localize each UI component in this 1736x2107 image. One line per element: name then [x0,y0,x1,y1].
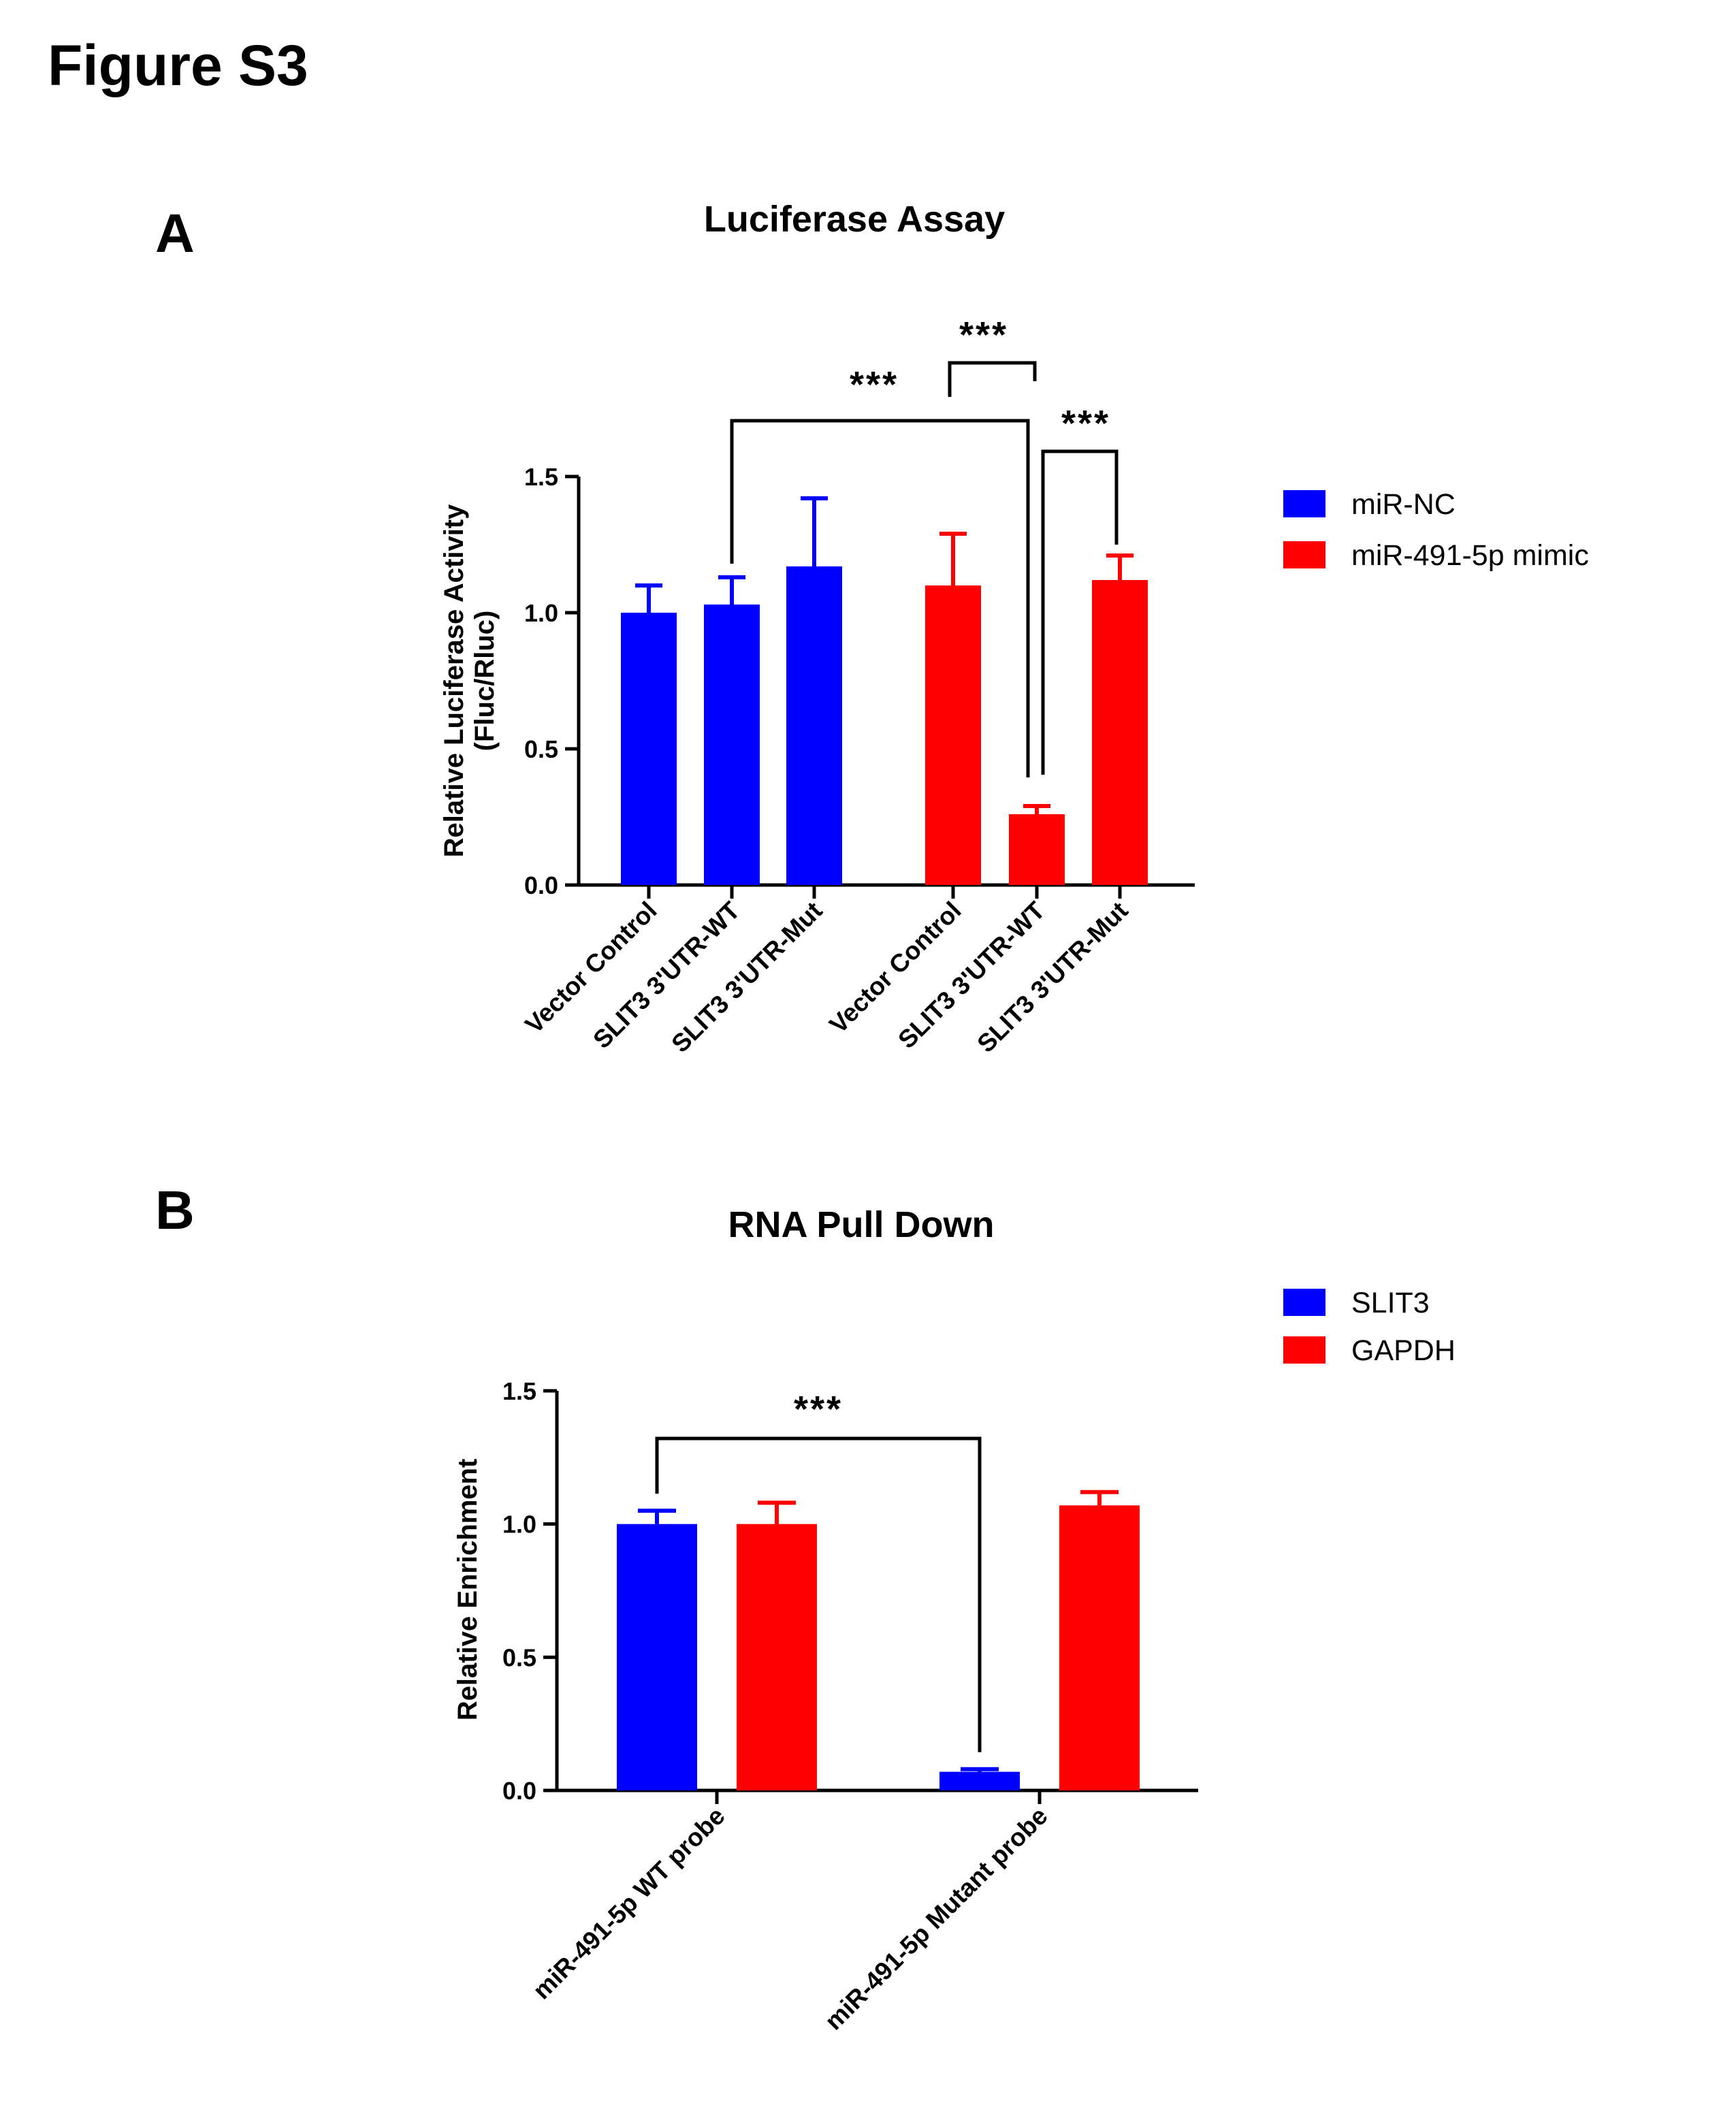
panel-b-letter: B [155,1180,195,1240]
panel-a-legend-swatch [1283,541,1325,568]
panel-a-letter: A [155,203,195,263]
panel-a-significance-label: *** [959,315,1008,355]
panel-b-legend-label: SLIT3 [1351,1287,1430,1319]
panel-a-x-tick-label: SLIT3 3'UTR-WT [588,896,745,1054]
panel-b-y-axis: 0.0 0.5 1.0 1.5 [502,1377,559,1805]
panel-a-title: Luciferase Assay [704,199,1005,240]
panel-a-legend-swatch [1283,490,1325,517]
panel-a-y-tick-label: 0.5 [524,735,558,763]
panel-a-significance: *** *** *** [730,315,1119,777]
panel-a-significance-bracket [1041,449,1119,775]
panel-a-y-label-line1: Relative Luciferase Activity [439,504,469,858]
panel-a-bars [621,496,1148,885]
panel-a-y-tick-label: 1.5 [524,463,558,491]
panel-b-significance-bracket [655,1436,982,1752]
panel-b-legend-swatch [1283,1289,1325,1316]
panel-a-significance-label: *** [1061,403,1110,444]
panel-b-bar [617,1524,697,1790]
panel-a-x-tick-label: SLIT3 3'UTR-Mut [971,897,1133,1058]
panel-b-y-axis-label-group: Relative Enrichment [453,1459,483,1721]
panel-a-bar [1009,814,1065,885]
panel-b-bar [939,1771,1020,1790]
panel-a-significance-bracket [730,419,1030,777]
panel-a-x-tick-label: SLIT3 3'UTR-Mut [666,897,827,1058]
panel-b-legend: SLIT3 GAPDH [1283,1287,1456,1367]
panel-a-significance-label: *** [850,364,899,405]
panel-b-x-axis: miR-491-5p WT probe miR-491-5p Mutant pro… [528,1788,1198,2036]
panel-a-y-tick-label: 1.0 [524,599,558,627]
panel-a-y-axis-label: Relative Luciferase Activity (Fluc/Rluc) [439,504,500,858]
panel-a-luciferase-chart: A Luciferase Assay Relative Luciferase A… [155,199,1589,1058]
panel-b-y-tick-label: 1.0 [502,1511,536,1539]
panel-a-bar [704,605,760,885]
panel-a-legend: miR-NC miR-491-5p mimic [1283,488,1589,572]
panel-b-y-tick-label: 0.5 [502,1643,536,1671]
panel-a-x-tick-label: SLIT3 3'UTR-WT [893,896,1050,1054]
panel-a-bar [1092,580,1148,885]
panel-a-significance-bracket [948,361,1037,397]
panel-b-legend-swatch [1283,1336,1325,1364]
panel-b-bars [617,1490,1140,1790]
panel-b-pulldown-chart: B RNA Pull Down Relative Enrichment 0.00… [155,1180,1456,2036]
panel-b-significance: *** [655,1389,982,1752]
panel-b-x-tick-label: miR-491-5p Mutant probe [820,1802,1053,2036]
panel-a-bar [621,613,677,885]
panel-b-x-tick-label: miR-491-5p WT probe [528,1802,730,2005]
panel-b-bar [737,1524,817,1790]
panel-b-bar [1059,1505,1140,1790]
panel-b-title: RNA Pull Down [728,1204,995,1245]
panel-a-y-label-line2: (Fluc/Rluc) [470,611,500,752]
panel-b-y-tick-label: 0.0 [502,1777,536,1805]
panel-b-y-tick-label: 1.5 [502,1377,536,1405]
panel-a-y-axis: 0.0 0.5 1.0 1.5 [524,463,581,899]
panel-a-legend-label: miR-491-5p mimic [1351,539,1589,572]
panel-a-bar [925,585,981,885]
panel-b-significance-label: *** [794,1389,843,1430]
panel-b-y-axis-label: Relative Enrichment [453,1459,483,1721]
panel-a-bar [786,566,842,885]
panel-a-y-tick-label: 0.0 [524,871,558,899]
panel-b-legend-label: GAPDH [1351,1334,1456,1367]
panel-a-legend-label: miR-NC [1351,488,1456,521]
figure-title: Figure S3 [48,33,308,97]
